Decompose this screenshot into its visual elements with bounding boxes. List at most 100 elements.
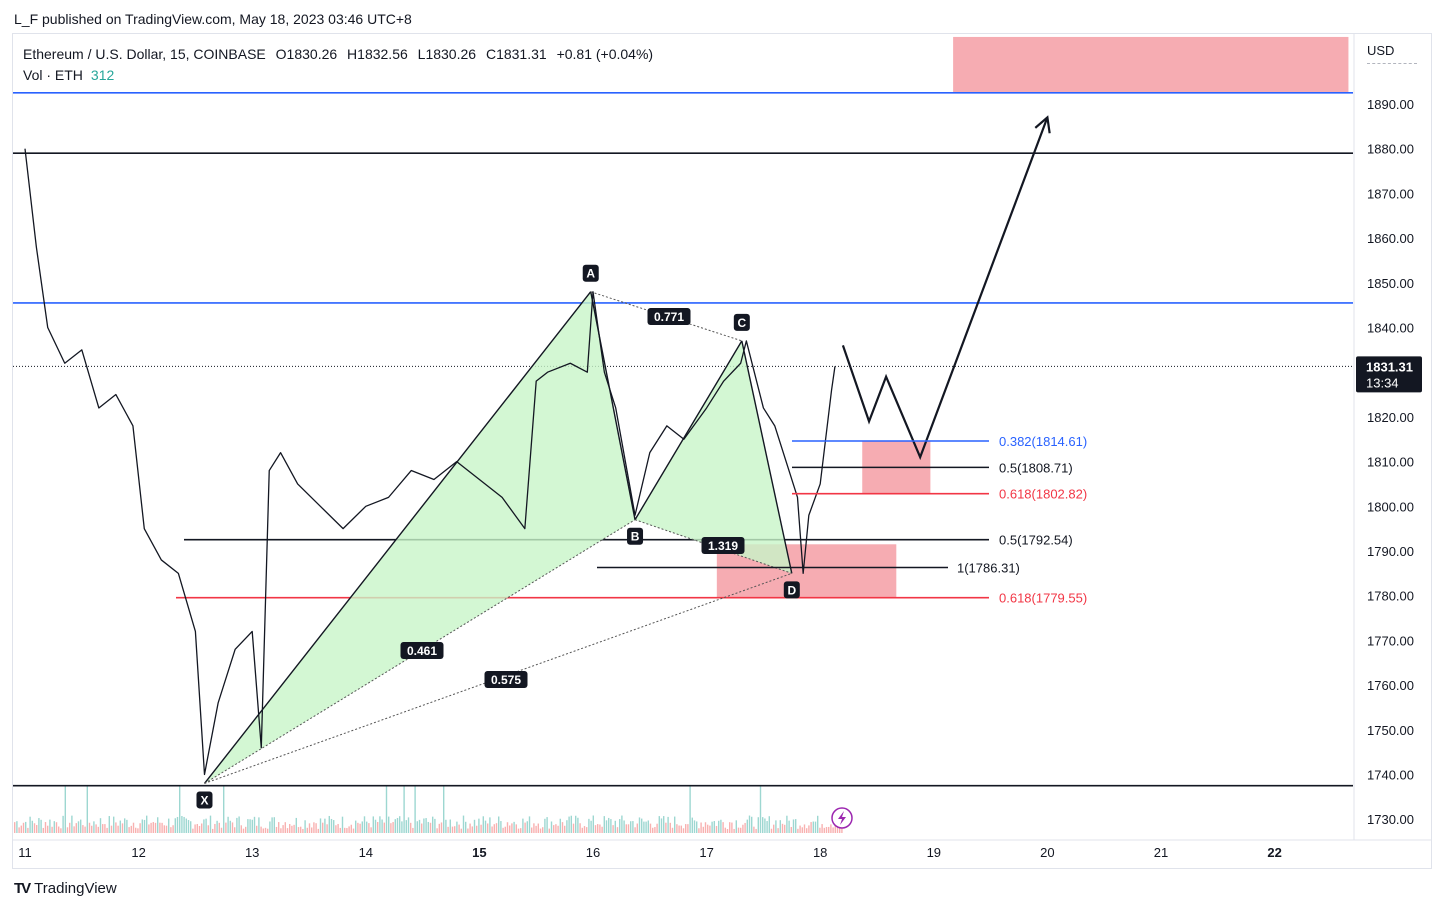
point-label-d[interactable]: D xyxy=(783,581,800,599)
volume-bar xyxy=(289,824,291,833)
volume-bar xyxy=(297,827,300,833)
volume-bar xyxy=(326,824,328,833)
fib-level-label: 0.382(1814.61) xyxy=(999,434,1087,449)
volume-bar xyxy=(636,823,638,833)
fib-level-label: 1(1786.31) xyxy=(957,560,1020,575)
volume-bar xyxy=(368,823,370,833)
volume-bar xyxy=(605,820,608,833)
volume-bar xyxy=(198,825,201,833)
volume-bar xyxy=(603,816,605,833)
volume-bar xyxy=(335,825,337,833)
volume-bar xyxy=(91,825,93,833)
ratio-label-2[interactable]: 0.575 xyxy=(484,671,528,688)
volume-bar xyxy=(733,828,735,833)
ratio-label-1[interactable]: 0.461 xyxy=(400,642,444,659)
volume-bar xyxy=(828,826,830,833)
ratio-label-0-text: 0.771 xyxy=(654,310,684,324)
volume-bar xyxy=(674,816,676,833)
volume-bar xyxy=(456,821,458,833)
volume-bar xyxy=(205,818,207,833)
date-tick-label: 13 xyxy=(245,845,259,860)
price-line[interactable] xyxy=(24,148,836,776)
volume-bar xyxy=(271,817,273,833)
volume-bar xyxy=(678,825,680,833)
volume-bar xyxy=(115,822,117,833)
volume-bar xyxy=(434,818,436,833)
volume-bar xyxy=(810,822,812,833)
volume-bar xyxy=(58,826,60,833)
volume-bar xyxy=(291,825,293,833)
volume-bar xyxy=(766,821,768,833)
volume-bar xyxy=(696,821,698,833)
volume-bar xyxy=(645,821,647,833)
ratio-label-0[interactable]: 0.771 xyxy=(647,308,691,325)
volume-bar xyxy=(649,823,652,833)
date-tick-label: 11 xyxy=(18,845,32,860)
volume-bar xyxy=(203,819,205,833)
price-axis: 1890.00 1880.00 1870.00 1860.00 1850.00 1840.… xyxy=(1367,97,1414,827)
volume-bar xyxy=(513,821,515,833)
volume-bar xyxy=(16,821,18,833)
volume-bar xyxy=(225,822,227,833)
volume-bar xyxy=(381,819,383,833)
point-label-x[interactable]: X xyxy=(196,791,213,809)
volume-bar xyxy=(64,785,66,833)
point-label-a[interactable]: A xyxy=(582,264,599,282)
volume-bar xyxy=(768,816,770,833)
volume-bar xyxy=(779,820,781,833)
ratio-label-1-text: 0.461 xyxy=(407,644,437,658)
volume-bar xyxy=(555,824,557,833)
volume-bar xyxy=(493,824,495,833)
price-tick-label: 1790.00 xyxy=(1367,544,1414,559)
lightning-icon[interactable] xyxy=(831,807,853,829)
volume-bar xyxy=(652,827,654,833)
pattern-leg[interactable] xyxy=(741,340,793,574)
volume-bar xyxy=(647,820,649,833)
projection-line[interactable] xyxy=(841,117,1049,461)
volume-bar xyxy=(568,816,570,833)
volume-bar xyxy=(731,822,733,833)
volume-bar xyxy=(141,819,143,833)
volume-bar xyxy=(509,825,511,833)
volume-bar xyxy=(440,822,443,833)
volume-bar xyxy=(220,827,223,833)
volume-bar xyxy=(601,826,603,833)
point-label-c-text: C xyxy=(737,316,746,330)
symbol-legend[interactable]: Ethereum / U.S. Dollar, 15, COINBASE O18… xyxy=(23,46,659,62)
volume-bar xyxy=(361,821,363,833)
pattern-leg[interactable] xyxy=(203,291,592,784)
volume-bar xyxy=(75,823,77,833)
volume-bar xyxy=(106,827,108,833)
ratio-label-3[interactable]: 1.319 xyxy=(701,537,745,554)
last-price-box[interactable] xyxy=(1356,356,1422,393)
volume-bar xyxy=(69,822,71,833)
volume-bar xyxy=(715,825,718,833)
pattern-leg[interactable] xyxy=(634,340,743,521)
volume-bar xyxy=(689,785,691,833)
volume-bar xyxy=(621,815,623,833)
volume-bar xyxy=(339,827,341,833)
currency-label[interactable]: USD xyxy=(1367,43,1395,58)
volume-legend[interactable]: Vol · ETH 312 xyxy=(23,67,114,83)
volume-bar xyxy=(704,822,707,833)
ratio-label-0-bg xyxy=(647,308,691,325)
volume-bar xyxy=(190,821,192,833)
volume-bar xyxy=(788,820,790,833)
volume-bar xyxy=(438,823,440,833)
volume-bar xyxy=(346,828,348,833)
zone-box[interactable] xyxy=(953,36,1349,93)
volume-bar xyxy=(812,821,814,833)
price-tick-label: 1780.00 xyxy=(1367,589,1414,604)
volume-bar xyxy=(159,822,161,833)
volume-bar xyxy=(471,826,473,833)
price-tick-label: 1740.00 xyxy=(1367,768,1414,783)
point-label-c[interactable]: C xyxy=(733,313,750,331)
point-label-b[interactable]: B xyxy=(627,527,644,545)
volume-bar xyxy=(201,823,203,833)
volume-bar xyxy=(548,828,550,833)
volume-bar xyxy=(641,818,643,833)
volume-bar xyxy=(553,825,555,833)
volume-bar xyxy=(88,822,91,833)
volume-bar xyxy=(357,822,359,833)
